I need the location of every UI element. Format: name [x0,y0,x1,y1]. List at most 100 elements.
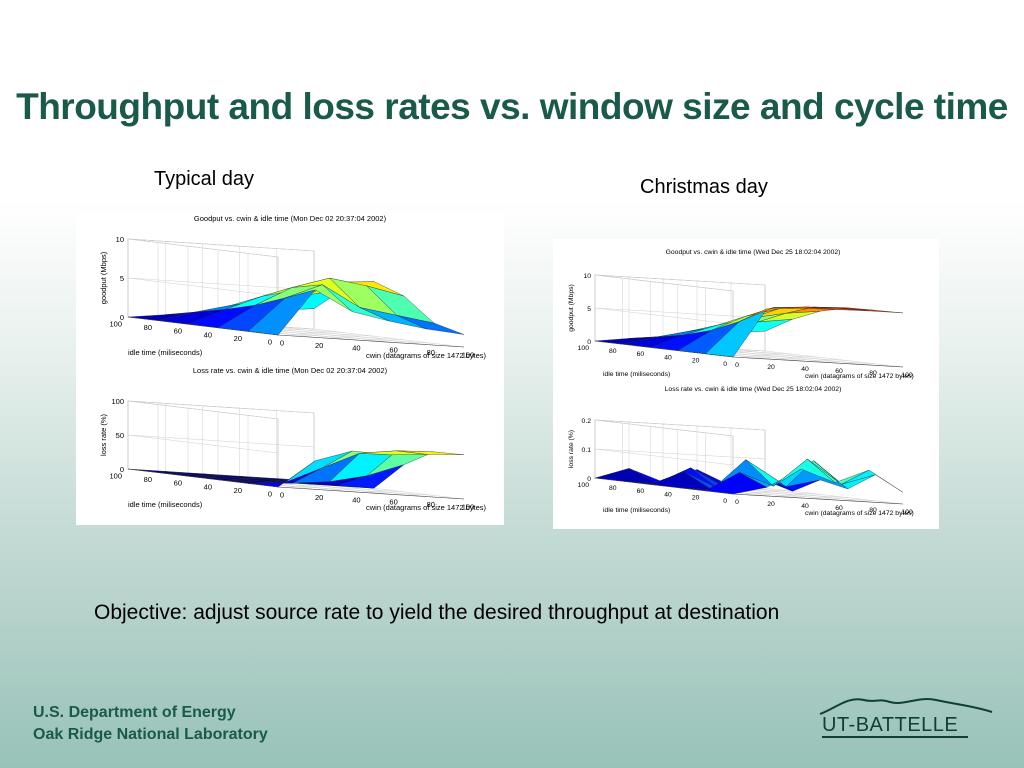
ut-battelle-logo: UT-BATTELLE [814,690,998,746]
y-tick-label: 80 [609,485,617,492]
x-tick-label: 100 [901,509,913,516]
y-tick-label: 20 [692,358,700,365]
z-tick-label: 100 [111,397,124,406]
x-tick-label: 0 [735,362,739,369]
footer-laboratory: Oak Ridge National Laboratory [33,726,268,743]
y-tick-label: 0 [723,498,727,505]
y-axis-label: idle time (miliseconds) [128,500,203,509]
grid-line [127,238,315,258]
y-tick-label: 20 [234,486,242,495]
grid-line [127,400,315,420]
y-tick-label: 60 [637,351,645,358]
mountain-icon [819,698,993,715]
chart-title: Goodput vs. cwin & idle time (Wed Dec 25… [666,249,841,256]
x-tick-label: 80 [869,370,877,377]
typical-day-plots: Goodput vs. cwin & idle time (Mon Dec 02… [99,214,487,512]
y-tick-label: 40 [204,330,212,339]
z-tick-label: 10 [583,273,591,280]
x-tick-label: 0 [280,339,284,348]
footer-department: U.S. Department of Energy [33,704,236,721]
x-axis-line [277,334,465,348]
x-tick-label: 0 [735,499,739,506]
x-axis-line [277,486,465,500]
x-tick-label: 40 [352,495,360,504]
z-tick-label: 0 [120,313,124,322]
z-tick-label: 5 [120,274,124,283]
y-tick-label: 60 [174,327,182,336]
label-typical-day: Typical day [154,168,255,190]
x-axis-line [732,356,904,368]
grid-line [594,419,766,437]
x-tick-label: 40 [801,366,809,373]
y-tick-label: 20 [692,495,700,502]
grid-line [764,285,904,368]
z-tick-label: 50 [116,431,124,440]
y-tick-label: 100 [109,320,122,329]
x-tick-label: 80 [427,348,435,357]
y-axis-line [127,316,279,336]
y-tick-label: 40 [664,491,672,498]
y-tick-label: 80 [144,475,152,484]
y-tick-label: 80 [144,323,152,332]
x-tick-label: 60 [835,505,843,512]
x-tick-label: 80 [427,500,435,509]
x-axis-label: cwin (datagrams of size 1472 bytes) [805,510,914,517]
y-axis-line [594,340,734,358]
y-tick-label: 0 [268,490,272,499]
y-axis-line [594,477,734,495]
z-axis-label: goodput (Mbps) [568,284,575,332]
logo-text: UT-BATTELLE [822,714,969,738]
grid-line [594,448,766,466]
x-axis-line [732,493,904,505]
grid-line [127,277,315,297]
slide-title: Throughput and loss rates vs. window siz… [16,86,1008,127]
christmas-day-plots: Goodput vs. cwin & idle time (Wed Dec 25… [568,249,914,517]
z-axis-label: goodput (Mbps) [99,251,108,304]
x-axis-label: cwin (datagrams of size 1472 bytes) [366,503,487,512]
x-axis-label: cwin (datagrams of size 1472 bytes) [805,373,914,380]
z-tick-label: 5 [587,306,591,313]
y-axis-label: idle time (miliseconds) [128,348,203,357]
y-axis-line [127,468,279,488]
x-tick-label: 60 [389,346,397,355]
x-tick-label: 40 [352,343,360,352]
x-tick-label: 20 [767,364,775,371]
objective-text: Objective: adjust source rate to yield t… [94,601,780,624]
chart-1: Loss rate vs. cwin & idle time (Mon Dec … [99,366,487,512]
chart-title: Loss rate vs. cwin & idle time (Mon Dec … [193,366,388,375]
surface-patch [396,450,465,455]
chart-3: Loss rate vs. cwin & idle time (Wed Dec … [568,386,914,517]
y-tick-label: 100 [578,482,590,489]
y-tick-label: 60 [174,479,182,488]
y-tick-label: 100 [578,345,590,352]
z-tick-label: 0 [587,476,591,483]
grid-line [594,274,766,292]
z-tick-label: 0 [120,465,124,474]
x-tick-label: 60 [389,498,397,507]
chart-panel-christmas-day: Goodput vs. cwin & idle time (Wed Dec 25… [553,239,939,529]
y-tick-label: 60 [637,488,645,495]
x-tick-label: 80 [869,507,877,514]
x-tick-label: 20 [767,501,775,508]
chart-title: Goodput vs. cwin & idle time (Mon Dec 02… [194,214,387,223]
z-axis-label: loss rate (%) [568,430,575,468]
x-tick-label: 100 [462,503,475,512]
z-tick-label: 10 [116,235,124,244]
label-christmas-day: Christmas day [640,176,768,198]
surface-patch [841,469,904,493]
chart-0: Goodput vs. cwin & idle time (Mon Dec 02… [99,214,487,360]
x-axis-label: cwin (datagrams of size 1472 bytes) [366,351,487,360]
y-axis-label: idle time (miliseconds) [603,507,670,514]
y-tick-label: 40 [664,354,672,361]
x-tick-label: 60 [835,368,843,375]
x-tick-label: 100 [462,351,475,360]
z-tick-label: 0.2 [582,418,592,425]
chart-panel-typical-day: Goodput vs. cwin & idle time (Mon Dec 02… [76,213,504,525]
y-tick-label: 0 [723,361,727,368]
grid-line [764,430,904,505]
grid-line [127,434,315,454]
x-tick-label: 20 [315,341,323,350]
z-tick-label: 0.1 [582,447,592,454]
surface-patch [396,315,465,335]
z-tick-label: 0 [587,339,591,346]
